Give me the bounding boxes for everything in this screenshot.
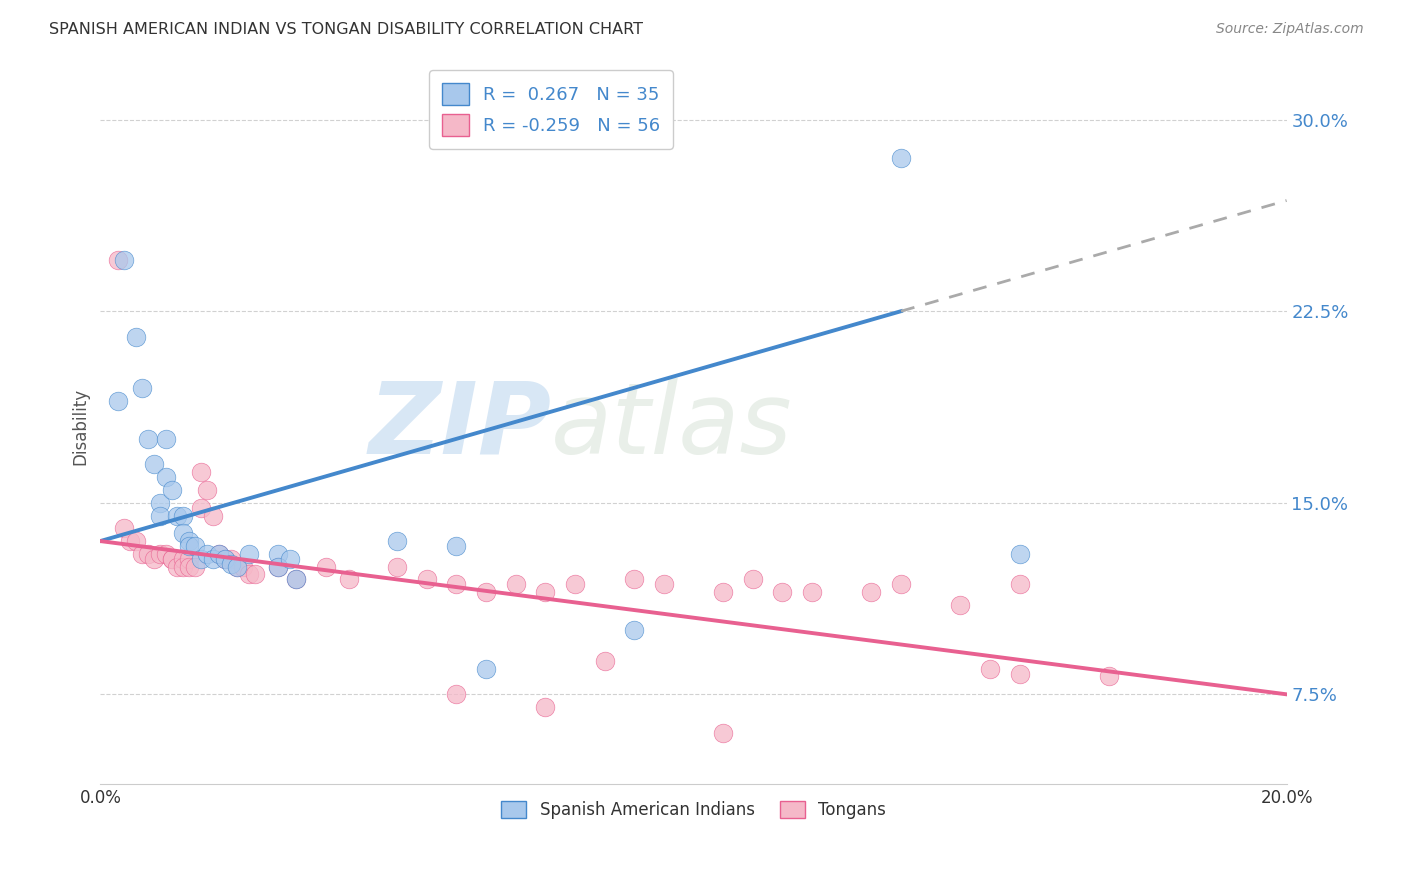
Point — [136, 432, 159, 446]
Point — [1008, 577, 1031, 591]
Point — [475, 585, 498, 599]
Point — [949, 598, 972, 612]
Point — [219, 552, 242, 566]
Point — [741, 573, 763, 587]
Point — [243, 567, 266, 582]
Point — [1098, 669, 1121, 683]
Legend: Spanish American Indians, Tongans: Spanish American Indians, Tongans — [495, 794, 893, 825]
Point — [890, 151, 912, 165]
Point — [179, 534, 201, 549]
Point — [112, 521, 135, 535]
Point — [184, 559, 207, 574]
Point — [593, 654, 616, 668]
Point — [564, 577, 586, 591]
Point — [208, 547, 231, 561]
Point — [711, 725, 734, 739]
Point — [172, 559, 194, 574]
Point — [770, 585, 793, 599]
Point — [202, 508, 225, 523]
Point — [179, 539, 201, 553]
Point — [711, 585, 734, 599]
Point — [444, 577, 467, 591]
Point — [278, 552, 301, 566]
Point — [444, 687, 467, 701]
Point — [155, 547, 177, 561]
Point — [195, 483, 218, 497]
Point — [267, 559, 290, 574]
Point — [149, 547, 172, 561]
Point — [112, 253, 135, 268]
Point — [415, 573, 437, 587]
Point — [623, 624, 645, 638]
Point — [444, 539, 467, 553]
Point — [184, 539, 207, 553]
Point — [202, 552, 225, 566]
Point — [195, 547, 218, 561]
Point — [118, 534, 141, 549]
Point — [475, 662, 498, 676]
Point — [385, 559, 408, 574]
Point — [890, 577, 912, 591]
Point — [149, 496, 172, 510]
Point — [160, 552, 183, 566]
Point — [179, 552, 201, 566]
Point — [208, 547, 231, 561]
Point — [219, 557, 242, 571]
Point — [225, 559, 247, 574]
Point — [979, 662, 1001, 676]
Point — [125, 329, 148, 343]
Point — [801, 585, 824, 599]
Point — [160, 483, 183, 497]
Point — [232, 559, 254, 574]
Point — [190, 500, 212, 515]
Point — [155, 432, 177, 446]
Point — [1008, 547, 1031, 561]
Point — [505, 577, 527, 591]
Point — [160, 552, 183, 566]
Text: ZIP: ZIP — [368, 377, 551, 475]
Point — [385, 534, 408, 549]
Point — [214, 552, 236, 566]
Point — [225, 559, 247, 574]
Point — [267, 547, 290, 561]
Point — [623, 573, 645, 587]
Point — [534, 585, 557, 599]
Point — [315, 559, 337, 574]
Point — [860, 585, 883, 599]
Point — [131, 381, 153, 395]
Point — [155, 470, 177, 484]
Point — [172, 552, 194, 566]
Point — [1008, 666, 1031, 681]
Point — [166, 508, 188, 523]
Point — [125, 534, 148, 549]
Point — [238, 547, 260, 561]
Point — [285, 573, 308, 587]
Point — [238, 567, 260, 582]
Point — [107, 393, 129, 408]
Point — [214, 552, 236, 566]
Y-axis label: Disability: Disability — [72, 387, 89, 465]
Point — [142, 458, 165, 472]
Point — [107, 253, 129, 268]
Point — [534, 700, 557, 714]
Point — [339, 573, 361, 587]
Point — [285, 573, 308, 587]
Point — [179, 559, 201, 574]
Point — [136, 547, 159, 561]
Point — [131, 547, 153, 561]
Point — [267, 559, 290, 574]
Point — [149, 508, 172, 523]
Point — [190, 552, 212, 566]
Point — [652, 577, 675, 591]
Point — [172, 526, 194, 541]
Text: Source: ZipAtlas.com: Source: ZipAtlas.com — [1216, 22, 1364, 37]
Text: atlas: atlas — [551, 377, 793, 475]
Point — [172, 508, 194, 523]
Point — [166, 559, 188, 574]
Text: SPANISH AMERICAN INDIAN VS TONGAN DISABILITY CORRELATION CHART: SPANISH AMERICAN INDIAN VS TONGAN DISABI… — [49, 22, 643, 37]
Point — [190, 465, 212, 479]
Point — [142, 552, 165, 566]
